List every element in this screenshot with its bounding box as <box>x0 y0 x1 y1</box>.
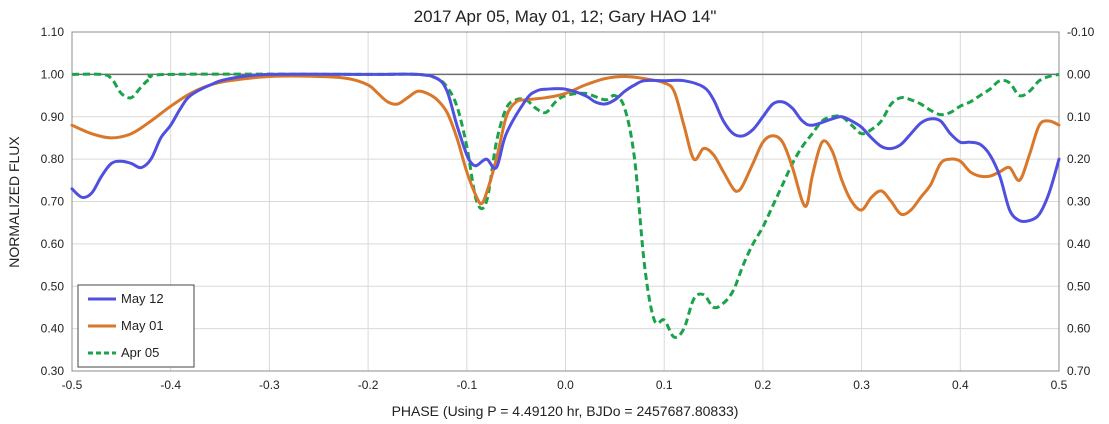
legend-label: May 01 <box>121 318 164 333</box>
x-tick-label: -0.4 <box>160 378 181 392</box>
gridlines <box>72 32 1059 371</box>
y-tick-label: 0.80 <box>41 152 65 166</box>
y2-tick-label: 0.50 <box>1067 279 1091 293</box>
y-tick-label: 0.40 <box>41 322 65 336</box>
x-tick-label: 0.2 <box>755 378 772 392</box>
y2-tick-label: 0.20 <box>1067 152 1091 166</box>
y2-tick-label: 0.40 <box>1067 237 1091 251</box>
y2-tick-label: 0.00 <box>1067 67 1091 81</box>
x-tick-label: -0.5 <box>62 378 83 392</box>
plot-area-border <box>71 31 1060 372</box>
x-tick-label: 0.5 <box>1051 378 1068 392</box>
x-axis-tick-labels: -0.5 -0.4 -0.3 -0.2 -0.1 0.0 0.1 0.2 0.3 0.4 0.5 <box>62 378 1068 392</box>
y-tick-label: 1.10 <box>41 25 65 39</box>
x-tick-label: -0.2 <box>358 378 379 392</box>
y2-tick-label: -0.10 <box>1067 25 1095 39</box>
y-tick-label: 0.70 <box>41 195 65 209</box>
y-tick-label: 1.00 <box>41 67 65 81</box>
chart-title: 2017 Apr 05, May 01, 12; Gary HAO 14" <box>414 7 717 26</box>
y-tick-label: 0.90 <box>41 110 65 124</box>
series-layer <box>70 72 1061 339</box>
x-tick-label: -0.1 <box>456 378 477 392</box>
legend-label: Apr 05 <box>121 345 159 360</box>
series-line-may-01 <box>70 74 1061 217</box>
y-tick-label: 0.30 <box>41 364 65 378</box>
x-tick-label: -0.3 <box>259 378 280 392</box>
y2-tick-label: 0.60 <box>1067 322 1091 336</box>
secondary-y-axis-tick-labels: 0.70 0.60 0.50 0.40 0.30 0.20 0.10 0.00 -0.10 <box>1067 25 1095 378</box>
legend: May 12 May 01 Apr 05 <box>77 284 195 368</box>
x-tick-label: 0.1 <box>656 378 673 392</box>
y2-tick-label: 0.70 <box>1067 364 1091 378</box>
series-line-apr-05 <box>71 72 1060 339</box>
y2-tick-label: 0.30 <box>1067 195 1091 209</box>
series-line-may-12 <box>70 72 1061 224</box>
y-axis-tick-labels: 0.30 0.40 0.50 0.60 0.70 0.80 0.90 1.00 1.10 <box>41 25 65 378</box>
y-tick-label: 0.60 <box>41 237 65 251</box>
x-tick-label: 0.3 <box>853 378 870 392</box>
y-tick-label: 0.50 <box>41 279 65 293</box>
y-axis-label: NORMALIZED FLUX <box>6 136 22 268</box>
x-tick-label: 0.4 <box>952 378 969 392</box>
y2-tick-label: 0.10 <box>1067 110 1091 124</box>
x-axis-label: PHASE (Using P = 4.49120 hr, BJDo = 2457… <box>392 403 739 419</box>
legend-label: May 12 <box>121 291 164 306</box>
x-tick-label: 0.0 <box>557 378 574 392</box>
